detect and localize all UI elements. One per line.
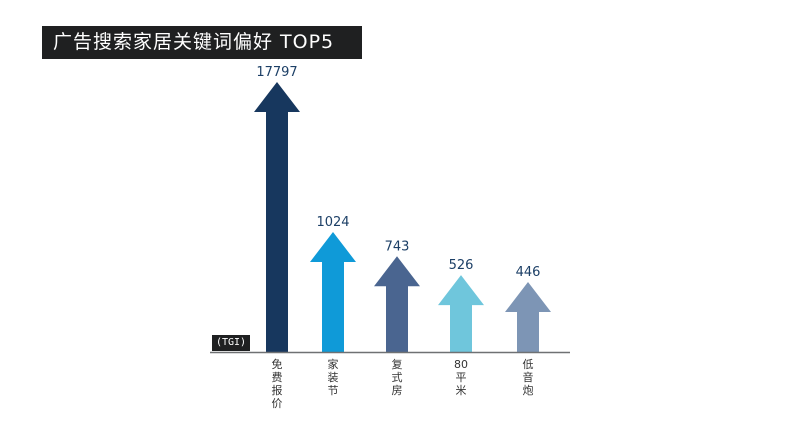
category-label-3: 复式房: [392, 357, 403, 397]
category-label-5: 低音炮: [523, 358, 534, 397]
unit-label: (TGI): [212, 335, 250, 351]
arrow-bar-4: [438, 275, 484, 352]
category-label-1: 免费报价: [272, 357, 283, 410]
value-label-2: 1024: [316, 215, 349, 230]
value-label-5: 446: [516, 265, 541, 280]
category-label-4: 80 平米: [454, 358, 468, 397]
arrow-bar-2: [310, 232, 356, 352]
arrow-bar-5: [505, 282, 551, 352]
arrow-bar-1: [254, 82, 300, 352]
value-label-1: 17797: [256, 65, 297, 80]
value-label-3: 743: [385, 239, 410, 254]
value-label-4: 526: [449, 258, 474, 273]
chart-title: 广告搜索家居关键词偏好 TOP5: [42, 26, 362, 59]
arrow-bar-3: [374, 256, 420, 352]
category-label-2: 家装节: [328, 357, 339, 397]
